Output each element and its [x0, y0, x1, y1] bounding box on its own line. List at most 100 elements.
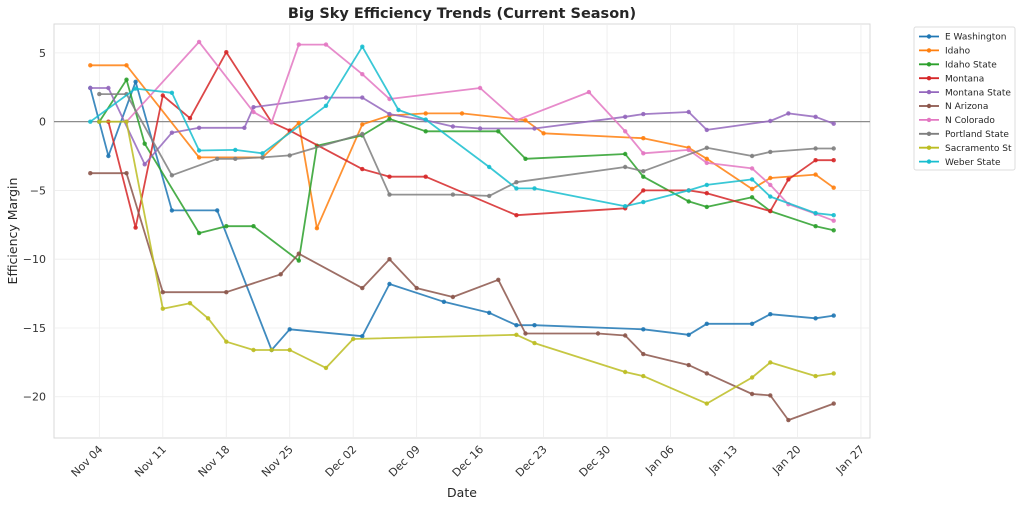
series-line	[89, 80, 834, 351]
data-point	[813, 172, 818, 177]
data-point	[423, 117, 428, 122]
data-point	[323, 365, 329, 371]
data-point	[160, 93, 165, 98]
legend-label: Idaho	[945, 47, 971, 57]
data-point	[768, 208, 773, 214]
series-weber-state	[88, 44, 836, 218]
data-point	[124, 171, 129, 176]
legend-frame	[913, 26, 1016, 171]
data-point	[686, 332, 691, 337]
legend-label: Montana State	[945, 88, 1011, 98]
data-point	[523, 118, 528, 123]
legend: E Washington Idaho Idaho State Montana Monta…	[913, 26, 1016, 171]
data-point	[786, 177, 791, 182]
data-point	[749, 166, 755, 171]
data-point	[813, 114, 818, 120]
data-point	[704, 160, 709, 166]
data-point	[296, 120, 301, 126]
data-point	[704, 204, 709, 210]
data-point	[387, 174, 392, 179]
data-point	[686, 362, 691, 368]
data-point	[641, 111, 646, 117]
data-point	[414, 285, 419, 291]
data-point	[749, 391, 755, 397]
data-point	[233, 156, 238, 161]
data-point	[749, 186, 755, 192]
series-line	[90, 87, 835, 166]
data-point	[323, 95, 329, 100]
data-point	[831, 121, 836, 126]
series-sacramento-st	[97, 119, 836, 406]
data-point	[749, 153, 755, 159]
data-point	[205, 316, 211, 321]
data-point	[196, 39, 202, 45]
data-point	[831, 213, 836, 218]
series-portland-state	[97, 91, 836, 199]
data-point	[487, 164, 492, 170]
data-point	[97, 119, 102, 124]
legend-item: Montana	[919, 74, 984, 84]
legend-label: Idaho State	[945, 61, 997, 71]
legend-item: N Arizona	[919, 102, 988, 112]
data-point	[686, 109, 691, 115]
data-point	[142, 141, 147, 146]
legend-item: E Washington	[919, 33, 1006, 43]
chart-title: Big Sky Efficiency Trends (Current Seaso…	[288, 6, 636, 22]
data-point	[749, 321, 755, 326]
data-point	[351, 336, 356, 342]
data-point	[641, 136, 646, 141]
data-point	[514, 332, 519, 337]
data-point	[686, 147, 691, 153]
data-point	[514, 180, 519, 185]
data-point	[641, 151, 646, 156]
data-point	[514, 118, 519, 123]
legend-swatch-marker	[926, 145, 932, 150]
legend-item: Sacramento St	[919, 144, 1012, 154]
plot-area	[53, 23, 871, 439]
data-point	[269, 120, 274, 125]
series-layer	[88, 39, 836, 423]
data-point	[768, 360, 773, 365]
data-point	[532, 126, 537, 131]
data-point	[160, 290, 165, 295]
data-point	[532, 340, 537, 346]
data-point	[623, 114, 628, 120]
data-point	[595, 331, 601, 336]
data-point	[296, 42, 301, 47]
data-point	[523, 331, 528, 336]
data-point	[523, 156, 528, 161]
data-point	[251, 105, 256, 110]
data-point	[813, 210, 818, 216]
data-point	[387, 116, 392, 122]
data-point	[360, 334, 365, 339]
data-point	[496, 129, 501, 134]
data-point	[831, 313, 836, 318]
data-point	[287, 327, 292, 332]
data-point	[749, 375, 755, 380]
y-axis-ticks: 5 0 −5 −10 −15 −20	[23, 47, 46, 404]
y-tick-label: −10	[23, 253, 46, 266]
data-point	[704, 156, 709, 161]
data-point	[813, 316, 818, 321]
data-point	[106, 85, 111, 91]
data-point	[496, 277, 501, 282]
data-point	[487, 193, 492, 199]
data-point	[224, 50, 229, 55]
legend-label: N Arizona	[945, 102, 988, 112]
data-point	[387, 281, 392, 287]
data-point	[686, 199, 691, 204]
data-point	[88, 85, 93, 91]
data-point	[768, 312, 773, 317]
legend-swatch-marker	[926, 34, 932, 39]
data-point	[623, 369, 628, 375]
y-tick-label: −5	[30, 184, 46, 197]
data-point	[224, 290, 229, 295]
legend-label: Montana	[945, 74, 984, 84]
data-point	[641, 327, 646, 332]
data-point	[360, 166, 365, 172]
legend-item: Idaho	[919, 47, 971, 57]
data-point	[133, 79, 138, 85]
data-point	[450, 192, 456, 197]
data-point	[396, 107, 401, 113]
plot-frame	[53, 23, 871, 439]
